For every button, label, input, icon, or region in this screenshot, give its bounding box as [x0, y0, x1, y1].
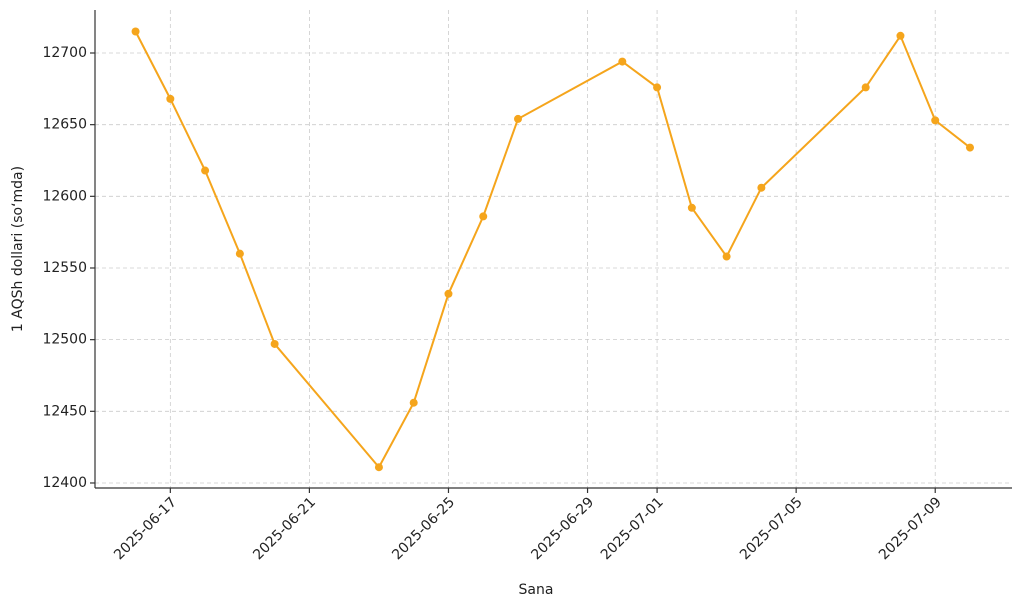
point — [896, 31, 905, 40]
x-axis-label: Sana — [519, 582, 554, 598]
point — [514, 114, 523, 123]
point — [201, 166, 210, 175]
y-axis-label: 1 AQSh dollari (so‘mda) — [10, 166, 26, 332]
x-tick-label: 2025-07-09 — [876, 494, 945, 563]
x-tick-label: 2025-07-05 — [737, 494, 806, 563]
x-tick-label: 2025-06-21 — [250, 494, 319, 563]
point — [479, 212, 488, 221]
point — [965, 143, 974, 152]
y-tick-label: 12600 — [42, 188, 87, 204]
point — [757, 183, 766, 192]
point — [235, 249, 244, 258]
line — [134, 31, 971, 469]
x-tick-label: 2025-06-17 — [111, 494, 180, 563]
y-tick-label: 12650 — [42, 117, 87, 133]
point — [374, 463, 383, 472]
point — [722, 252, 731, 261]
y-tick-label: 12400 — [42, 475, 87, 491]
y-tick-label: 12500 — [42, 332, 87, 348]
x-tick-label: 2025-06-29 — [528, 494, 597, 563]
point — [409, 398, 418, 407]
y-tick-label: 12550 — [42, 260, 87, 276]
y-tick-label: 12700 — [42, 45, 87, 61]
point — [687, 203, 696, 212]
point — [131, 27, 140, 36]
point — [653, 83, 662, 92]
point — [618, 57, 627, 66]
point — [861, 83, 870, 92]
point — [444, 289, 453, 298]
point — [270, 339, 279, 348]
x-tick-label: 2025-06-25 — [389, 494, 458, 563]
x-tick-label: 2025-07-01 — [598, 494, 667, 563]
point — [931, 116, 940, 125]
point — [166, 94, 175, 103]
y-tick-label: 12450 — [42, 403, 87, 419]
